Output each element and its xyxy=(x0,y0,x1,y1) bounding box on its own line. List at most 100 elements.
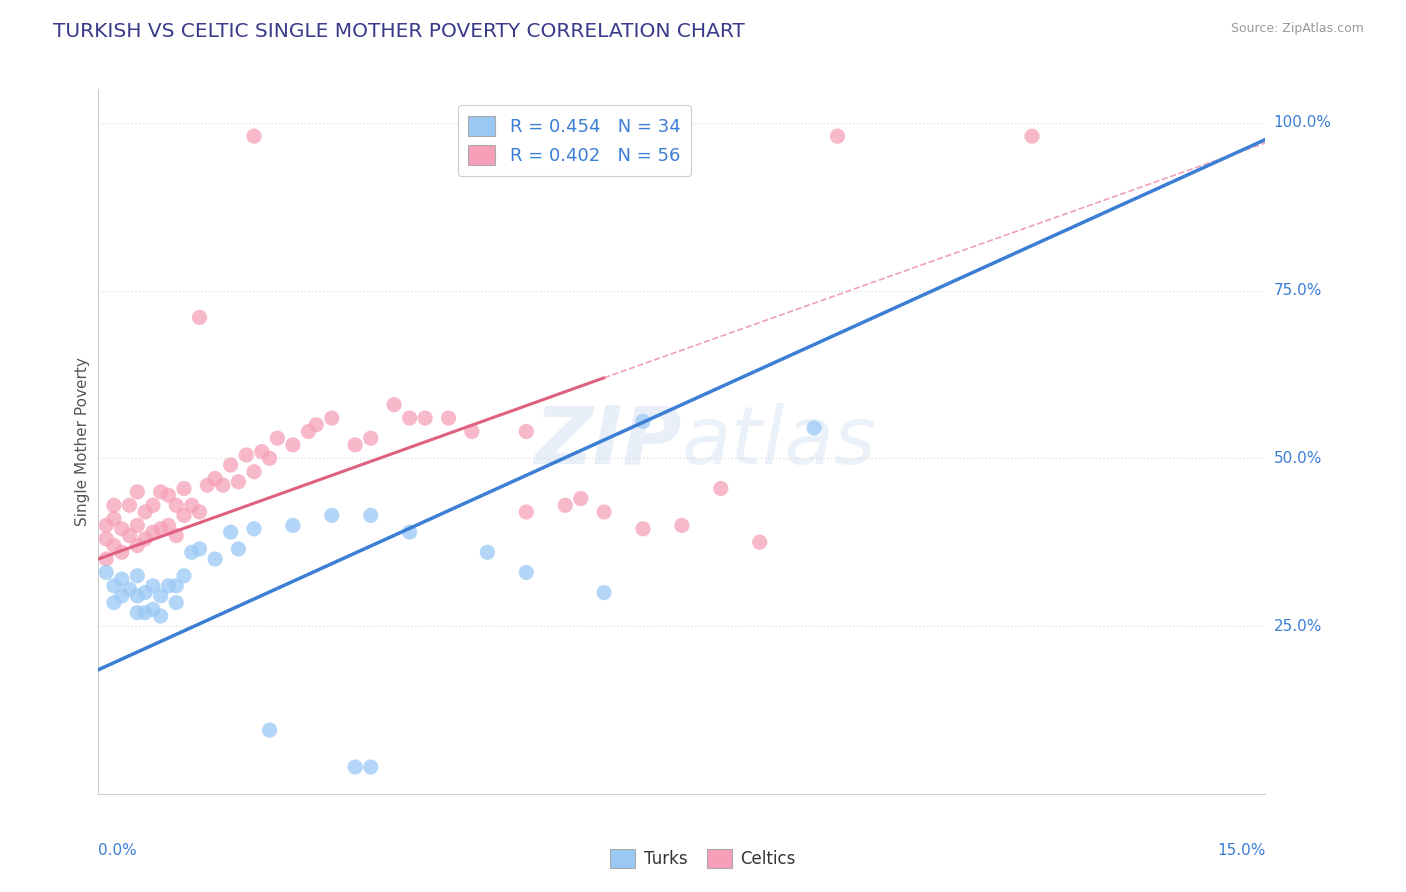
Point xyxy=(149,609,172,624)
Point xyxy=(103,498,125,512)
Point xyxy=(803,421,825,435)
Point xyxy=(111,589,134,603)
Point xyxy=(180,498,202,512)
Text: TURKISH VS CELTIC SINGLE MOTHER POVERTY CORRELATION CHART: TURKISH VS CELTIC SINGLE MOTHER POVERTY … xyxy=(53,22,745,41)
Point xyxy=(593,505,616,519)
Text: ZIP: ZIP xyxy=(534,402,682,481)
Point xyxy=(173,568,195,582)
Point xyxy=(219,525,242,540)
Point xyxy=(165,579,187,593)
Text: 0.0%: 0.0% xyxy=(98,843,138,858)
Point xyxy=(593,585,616,599)
Point xyxy=(360,431,382,445)
Point xyxy=(96,532,118,546)
Point xyxy=(515,425,537,439)
Text: atlas: atlas xyxy=(682,402,877,481)
Point xyxy=(149,589,172,603)
Point xyxy=(631,414,654,428)
Legend: Turks, Celtics: Turks, Celtics xyxy=(603,843,803,875)
Point xyxy=(118,582,141,597)
Point xyxy=(134,606,156,620)
Point xyxy=(243,129,266,144)
Point xyxy=(157,579,180,593)
Point xyxy=(111,572,134,586)
Point xyxy=(127,606,149,620)
Point xyxy=(1021,129,1043,144)
Text: 50.0%: 50.0% xyxy=(1274,450,1322,466)
Point xyxy=(477,129,499,144)
Point xyxy=(165,596,187,610)
Point xyxy=(142,525,165,540)
Point xyxy=(281,438,304,452)
Point xyxy=(748,535,770,549)
Point xyxy=(157,488,180,502)
Point xyxy=(142,602,165,616)
Point xyxy=(344,760,367,774)
Point xyxy=(204,471,226,485)
Point xyxy=(212,478,235,492)
Point xyxy=(413,411,436,425)
Point xyxy=(569,491,592,506)
Point xyxy=(165,498,187,512)
Point xyxy=(228,475,250,489)
Point xyxy=(266,431,288,445)
Point xyxy=(382,398,405,412)
Y-axis label: Single Mother Poverty: Single Mother Poverty xyxy=(75,357,90,526)
Point xyxy=(96,518,118,533)
Point xyxy=(305,417,328,432)
Legend: R = 0.454   N = 34, R = 0.402   N = 56: R = 0.454 N = 34, R = 0.402 N = 56 xyxy=(457,105,692,176)
Point xyxy=(173,508,195,523)
Point xyxy=(259,723,281,738)
Point xyxy=(710,482,733,496)
Point xyxy=(281,518,304,533)
Point xyxy=(515,566,537,580)
Point xyxy=(134,585,156,599)
Point xyxy=(477,545,499,559)
Point xyxy=(127,568,149,582)
Point xyxy=(127,518,149,533)
Point xyxy=(149,522,172,536)
Point xyxy=(398,525,420,540)
Point xyxy=(149,484,172,499)
Point xyxy=(461,425,484,439)
Point xyxy=(103,539,125,553)
Point xyxy=(127,484,149,499)
Point xyxy=(243,522,266,536)
Point xyxy=(235,448,257,462)
Point xyxy=(321,411,343,425)
Point xyxy=(631,522,654,536)
Point xyxy=(142,579,165,593)
Text: Source: ZipAtlas.com: Source: ZipAtlas.com xyxy=(1230,22,1364,36)
Point xyxy=(259,451,281,466)
Point xyxy=(157,518,180,533)
Point xyxy=(360,508,382,523)
Point xyxy=(180,545,202,559)
Point xyxy=(118,498,141,512)
Point xyxy=(96,552,118,566)
Point xyxy=(195,478,218,492)
Text: 25.0%: 25.0% xyxy=(1274,618,1322,633)
Point xyxy=(344,438,367,452)
Point xyxy=(127,589,149,603)
Point xyxy=(515,505,537,519)
Point xyxy=(188,505,211,519)
Point xyxy=(398,411,420,425)
Point xyxy=(297,425,319,439)
Point xyxy=(134,532,156,546)
Point xyxy=(165,528,187,542)
Point xyxy=(228,541,250,556)
Point xyxy=(671,518,693,533)
Point xyxy=(554,498,576,512)
Point xyxy=(219,458,242,472)
Point xyxy=(103,512,125,526)
Point xyxy=(188,541,211,556)
Point xyxy=(250,444,273,458)
Point xyxy=(134,505,156,519)
Point xyxy=(188,310,211,325)
Point xyxy=(96,566,118,580)
Text: 15.0%: 15.0% xyxy=(1218,843,1265,858)
Point xyxy=(321,508,343,523)
Point xyxy=(243,465,266,479)
Point xyxy=(827,129,849,144)
Text: 75.0%: 75.0% xyxy=(1274,283,1322,298)
